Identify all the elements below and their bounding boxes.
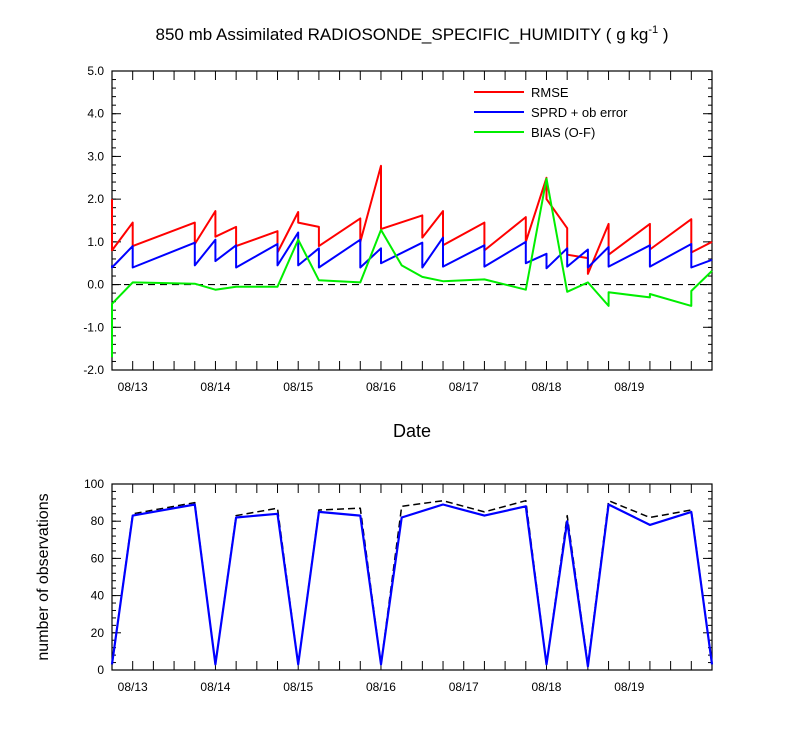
top-ytick-label: 3.0 [87,149,104,163]
top-ytick-label: 2.0 [87,192,104,206]
bottom-xtick-label: 08/14 [200,680,230,694]
bottom-ytick-label: 40 [91,589,105,603]
bottom-xtick-label: 08/17 [449,680,479,694]
bottom-series-possible [111,499,713,666]
top-xtick-label: 08/17 [449,380,479,394]
top-xtick-label: 08/19 [614,380,644,394]
top-ytick-label: 5.0 [87,64,104,78]
top-ytick-label: -2.0 [83,363,104,377]
top-xtick-label: 08/13 [118,380,148,394]
bottom-series-assimilated [110,503,714,668]
bottom-xtick-label: 08/19 [614,680,644,694]
bottom-ytick-label: 80 [91,514,105,528]
top-series-sprd-ob-error [111,231,713,270]
legend-label: RMSE [531,85,569,100]
top-xtick-label: 08/16 [366,380,396,394]
bottom-plot-frame [111,483,713,671]
bottom-xtick-label: 08/16 [366,680,396,694]
legend-label: BIAS (O-F) [531,125,595,140]
top-chart: -2.0 -1.0 0.0 1.0 2.0 3.0 4.0 5.0 08/13 08/14 08/1… [83,64,713,394]
bottom-xtick-label: 08/13 [118,680,148,694]
top-ytick-label: -1.0 [83,320,104,334]
chart-title: 850 mb Assimilated RADIOSONDE_SPECIFIC_H… [156,24,669,44]
bottom-y-axis-label: number of observations [35,493,52,660]
bottom-xtick-label: 08/18 [531,680,561,694]
title-superscript: -1 [648,24,658,36]
bottom-ytick-label: 20 [91,626,105,640]
top-x-axis-label: Date [393,421,431,441]
top-xtick-label: 08/15 [283,380,313,394]
legend: RMSE SPRD + ob error BIAS (O-F) [474,85,628,140]
title-main: 850 mb Assimilated RADIOSONDE_SPECIFIC_H… [156,25,649,44]
bottom-ytick-label: 0 [97,663,104,677]
top-xtick-label: 08/18 [531,380,561,394]
top-ytick-label: 4.0 [87,107,104,121]
bottom-xtick-label: 08/15 [283,680,313,694]
bottom-ytick-label: 100 [84,477,104,491]
top-ytick-label: 1.0 [87,235,104,249]
legend-label: SPRD + ob error [531,105,628,120]
top-series-bias-o-f [111,177,713,358]
top-ytick-label: 0.0 [87,278,104,292]
top-xtick-label: 08/14 [200,380,230,394]
top-series-rmse [111,164,713,275]
bottom-chart: 0 20 40 60 80 100 08/13 08/14 08/15 08/16 08/17 08/… [84,477,714,694]
bottom-ytick-label: 60 [91,551,105,565]
title-suffix: ) [658,25,668,44]
